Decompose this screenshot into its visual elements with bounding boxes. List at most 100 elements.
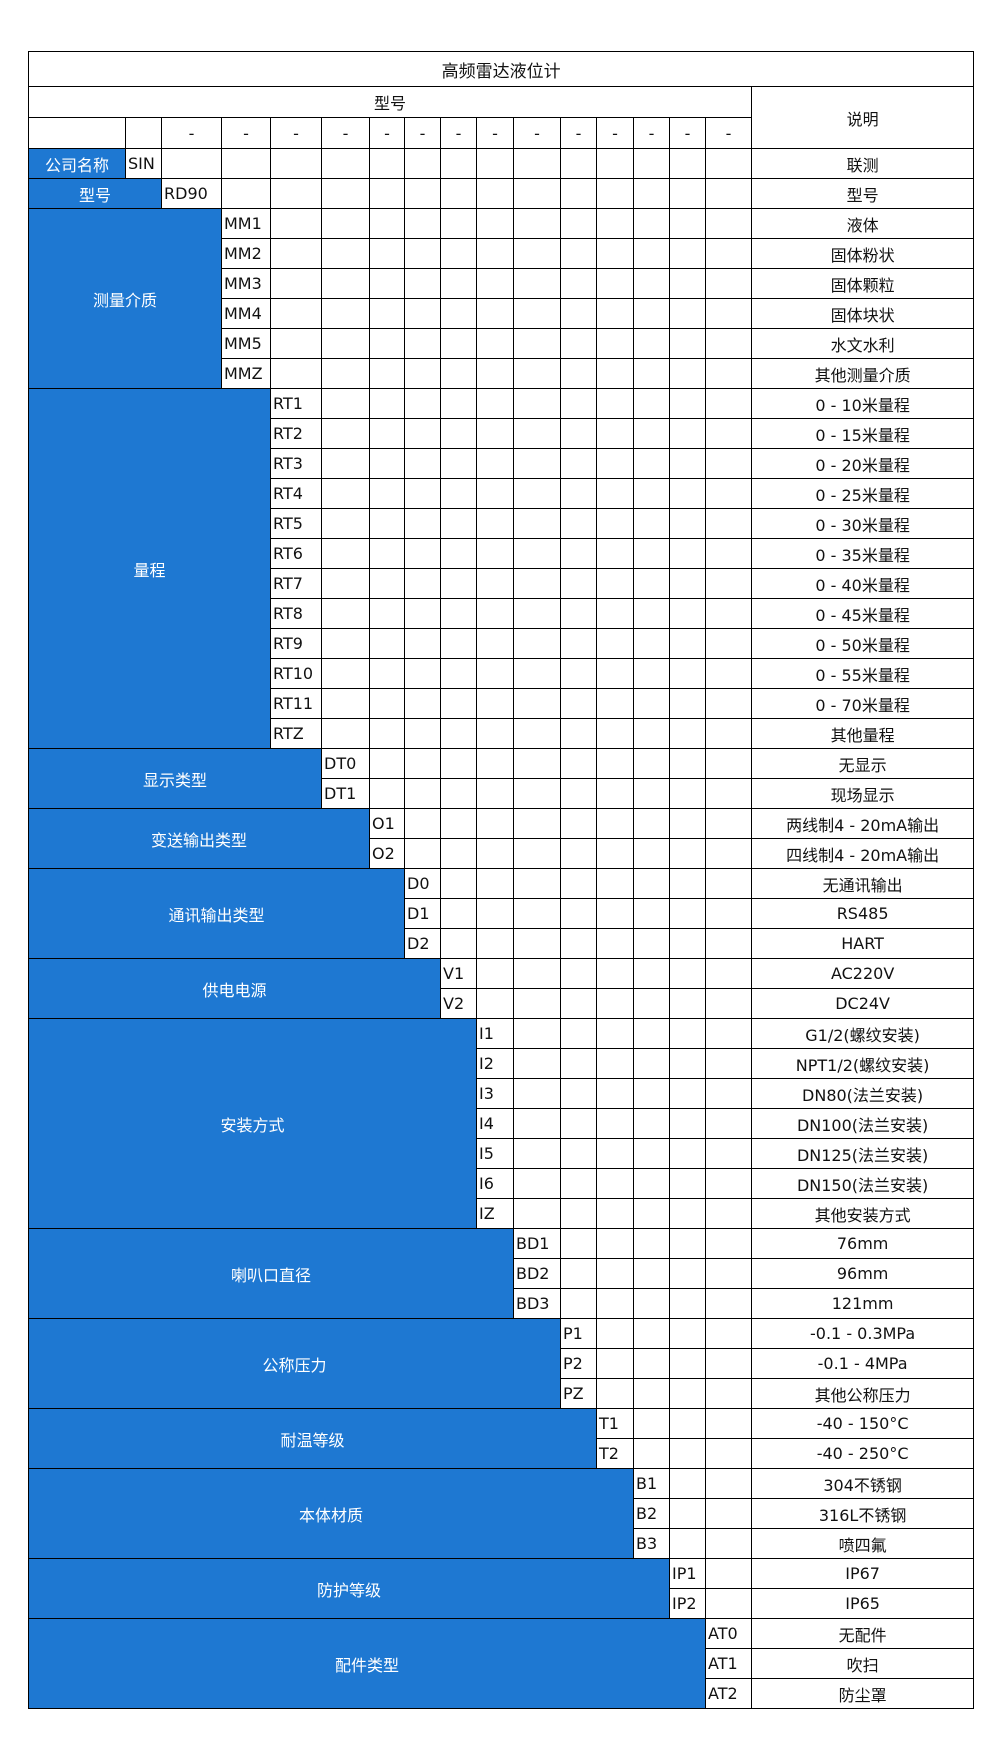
empty-cell	[560, 508, 597, 539]
option-code: B2	[633, 1498, 670, 1529]
empty-cell	[270, 238, 322, 269]
empty-cell	[705, 208, 752, 239]
empty-cell	[513, 538, 561, 569]
empty-cell	[705, 388, 752, 419]
empty-cell	[633, 568, 670, 599]
option-row: BD2 96mm	[29, 1258, 975, 1289]
empty-cell	[369, 718, 405, 749]
empty-cell	[705, 178, 752, 209]
empty-cell	[404, 508, 441, 539]
group-label: 供电电源	[28, 958, 441, 1019]
empty-cell	[669, 178, 706, 209]
empty-cell	[513, 448, 561, 479]
separator-dash: -	[669, 117, 706, 149]
empty-cell	[513, 988, 561, 1019]
option-description: 固体颗粒	[750, 268, 975, 299]
empty-cell	[369, 358, 405, 389]
empty-cell	[669, 268, 706, 299]
empty-cell	[669, 238, 706, 269]
empty-cell	[560, 568, 597, 599]
empty-cell	[705, 1288, 752, 1319]
empty-cell	[596, 928, 634, 959]
option-row: RT7 0 - 40米量程	[29, 568, 975, 599]
option-description: 喷四氟	[750, 1528, 975, 1559]
option-description: 固体粉状	[750, 238, 975, 269]
empty-cell	[705, 448, 752, 479]
empty-cell	[705, 418, 752, 449]
option-description: 无配件	[750, 1618, 975, 1649]
option-code: T1	[596, 1408, 634, 1439]
option-description: G1/2(螺纹安装)	[750, 1018, 975, 1049]
empty-cell	[270, 298, 322, 329]
empty-cell	[560, 1018, 597, 1049]
option-description: 水文水利	[750, 328, 975, 359]
empty-cell	[321, 328, 370, 359]
option-row: RTZ 其他量程	[29, 718, 975, 749]
empty-cell	[633, 928, 670, 959]
separator-dash: -	[476, 117, 514, 149]
empty-cell	[669, 1168, 706, 1199]
empty-cell	[669, 1018, 706, 1049]
empty-cell	[596, 988, 634, 1019]
option-description: DN80(法兰安装)	[750, 1078, 975, 1109]
option-code: AT1	[705, 1648, 752, 1679]
empty-cell	[513, 238, 561, 269]
empty-cell	[476, 568, 514, 599]
empty-cell	[705, 1498, 752, 1529]
option-row: D1 RS485	[29, 898, 975, 929]
option-code: I4	[476, 1108, 514, 1139]
option-code: IP2	[669, 1588, 706, 1619]
option-row: 耐温等级 T1 -40 - 150°C	[28, 1408, 975, 1469]
empty-cell	[705, 358, 752, 389]
group-label: 公司名称	[28, 148, 126, 179]
empty-cell	[440, 208, 477, 239]
separator-cell-empty	[28, 117, 126, 149]
empty-cell	[270, 148, 322, 179]
option-description: 联测	[750, 148, 975, 179]
group-label: 喇叭口直径	[28, 1228, 514, 1319]
option-code: BD2	[513, 1258, 561, 1289]
empty-cell	[669, 628, 706, 659]
empty-cell	[369, 418, 405, 449]
empty-cell	[705, 868, 752, 899]
empty-cell	[321, 688, 370, 719]
empty-cell	[321, 478, 370, 509]
option-row: 显示类型 DT0 无显示	[28, 748, 975, 809]
empty-cell	[560, 328, 597, 359]
option-description: HART	[750, 928, 975, 959]
empty-cell	[633, 538, 670, 569]
empty-cell	[669, 718, 706, 749]
empty-cell	[513, 898, 561, 929]
empty-cell	[513, 148, 561, 179]
empty-cell	[513, 268, 561, 299]
option-description: 76mm	[750, 1228, 975, 1259]
empty-cell	[560, 748, 597, 779]
empty-cell	[513, 628, 561, 659]
empty-cell	[404, 418, 441, 449]
empty-cell	[369, 268, 405, 299]
empty-cell	[404, 268, 441, 299]
empty-cell	[669, 388, 706, 419]
empty-cell	[560, 298, 597, 329]
option-code: MMZ	[221, 358, 271, 389]
empty-cell	[560, 778, 597, 809]
empty-cell	[560, 1228, 597, 1259]
option-row: I2 NPT1/2(螺纹安装)	[29, 1048, 975, 1079]
empty-cell	[560, 1198, 597, 1229]
empty-cell	[404, 808, 441, 839]
empty-cell	[440, 898, 477, 929]
empty-cell	[669, 1438, 706, 1469]
empty-cell	[596, 568, 634, 599]
empty-cell	[705, 1588, 752, 1619]
empty-cell	[596, 238, 634, 269]
empty-cell	[404, 598, 441, 629]
empty-cell	[476, 268, 514, 299]
option-description: 304不锈钢	[750, 1468, 975, 1499]
empty-cell	[633, 628, 670, 659]
option-row: RT6 0 - 35米量程	[29, 538, 975, 569]
empty-cell	[560, 388, 597, 419]
empty-cell	[476, 598, 514, 629]
option-description: -0.1 - 4MPa	[750, 1348, 975, 1379]
empty-cell	[669, 1348, 706, 1379]
empty-cell	[369, 238, 405, 269]
